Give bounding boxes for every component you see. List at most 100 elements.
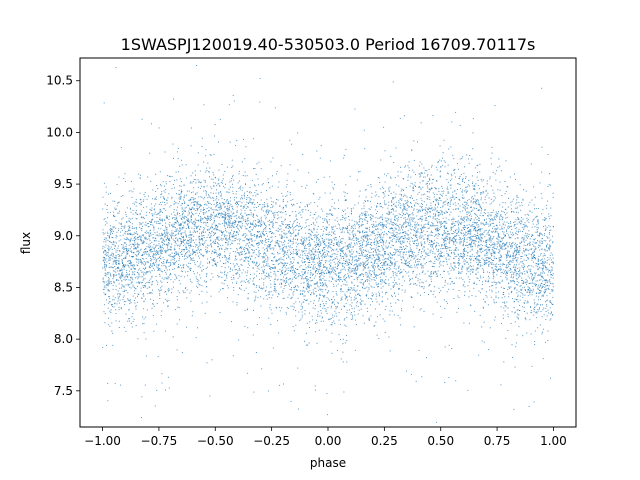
- data-point: [454, 249, 456, 251]
- data-point: [509, 241, 511, 243]
- data-point: [421, 180, 423, 182]
- data-point: [281, 222, 283, 224]
- data-point: [284, 251, 286, 253]
- data-point: [475, 199, 477, 201]
- data-point: [435, 218, 437, 220]
- data-point: [434, 187, 436, 189]
- data-point: [210, 295, 212, 297]
- data-point: [404, 235, 406, 237]
- data-point: [219, 254, 221, 256]
- data-point: [438, 215, 440, 217]
- data-point: [451, 239, 453, 241]
- data-point: [410, 217, 412, 219]
- data-point: [437, 259, 439, 261]
- data-point: [122, 246, 124, 248]
- data-point: [432, 201, 434, 203]
- data-point: [253, 227, 254, 229]
- data-point: [205, 224, 207, 226]
- data-point: [435, 246, 437, 248]
- data-point: [310, 202, 312, 204]
- data-point: [203, 243, 205, 244]
- data-point: [172, 184, 174, 185]
- data-point: [537, 303, 539, 305]
- data-point: [150, 219, 152, 221]
- data-point: [243, 205, 245, 207]
- data-point: [272, 219, 274, 221]
- data-point: [173, 255, 175, 257]
- data-point: [410, 265, 412, 267]
- data-point: [504, 202, 506, 204]
- data-point: [199, 266, 201, 268]
- data-point: [330, 265, 332, 266]
- data-point: [303, 242, 305, 244]
- data-point: [270, 197, 272, 199]
- data-point: [413, 326, 415, 328]
- data-point: [520, 256, 522, 257]
- data-point: [505, 266, 507, 268]
- data-point: [546, 280, 548, 281]
- data-point: [282, 212, 284, 214]
- data-point: [338, 242, 340, 244]
- data-point: [533, 277, 535, 279]
- data-point: [179, 225, 181, 227]
- data-point: [301, 251, 303, 253]
- data-point: [236, 231, 237, 233]
- data-point: [512, 260, 514, 261]
- data-point: [197, 186, 199, 188]
- data-point: [307, 266, 309, 268]
- data-point: [350, 227, 352, 229]
- data-point: [417, 254, 419, 256]
- data-point: [307, 281, 309, 283]
- data-point: [252, 245, 254, 247]
- data-point: [331, 231, 333, 233]
- data-point: [535, 272, 537, 274]
- data-point: [439, 222, 441, 224]
- data-point: [190, 202, 192, 204]
- data-point: [394, 235, 396, 236]
- data-point: [275, 203, 277, 205]
- data-point: [539, 182, 541, 184]
- data-point: [498, 236, 500, 238]
- data-point: [347, 227, 349, 229]
- data-point: [351, 225, 352, 227]
- data-point: [534, 257, 536, 258]
- data-point: [201, 219, 203, 221]
- data-point: [380, 273, 382, 275]
- data-point: [366, 279, 368, 281]
- data-point: [503, 243, 505, 245]
- data-point: [484, 261, 486, 263]
- data-point: [236, 239, 238, 241]
- data-point: [469, 239, 471, 241]
- data-point: [269, 219, 270, 221]
- data-point: [413, 208, 415, 210]
- data-point: [528, 230, 530, 232]
- data-point: [109, 259, 111, 261]
- data-point: [362, 283, 364, 285]
- data-point: [107, 235, 109, 236]
- data-point: [413, 186, 414, 188]
- data-point: [489, 272, 490, 274]
- data-point: [231, 206, 233, 208]
- data-point: [320, 279, 322, 281]
- data-point: [300, 265, 302, 266]
- data-point: [519, 270, 521, 272]
- data-point: [530, 333, 532, 335]
- data-point: [420, 263, 421, 265]
- data-point: [132, 243, 134, 245]
- data-point: [124, 279, 126, 281]
- data-point: [459, 243, 461, 245]
- data-point: [430, 224, 432, 226]
- data-point: [332, 316, 334, 318]
- data-point: [190, 300, 192, 302]
- data-point: [533, 278, 535, 280]
- data-point: [264, 215, 266, 217]
- data-point: [246, 248, 248, 249]
- data-point: [254, 239, 256, 241]
- data-point: [448, 255, 450, 256]
- data-point: [474, 201, 476, 203]
- data-point: [196, 280, 198, 282]
- data-point: [499, 204, 501, 206]
- data-point: [206, 362, 208, 364]
- data-point: [544, 258, 546, 260]
- data-point: [158, 243, 160, 245]
